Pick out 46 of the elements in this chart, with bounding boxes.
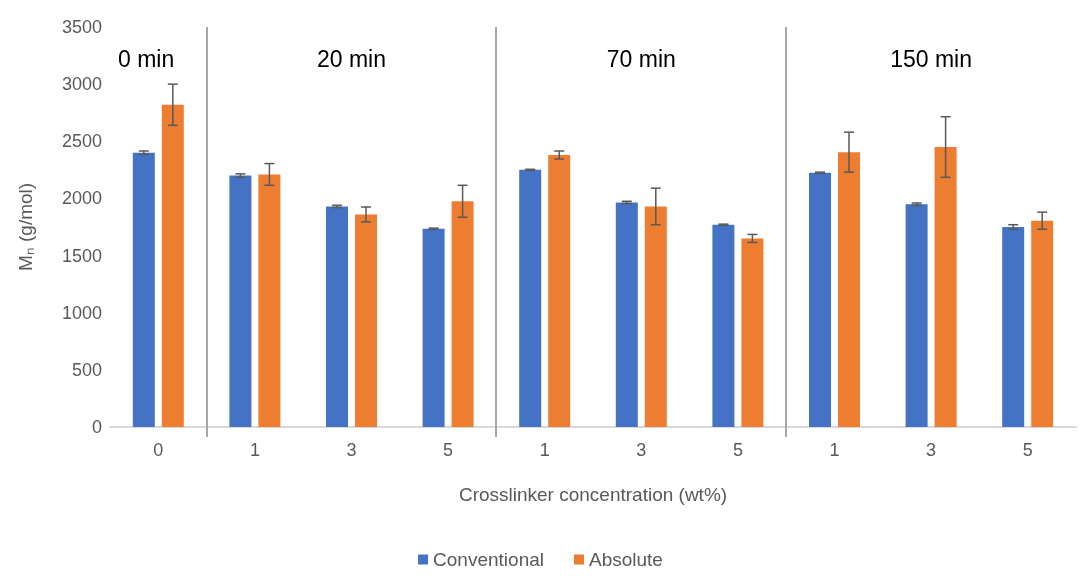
y-tick-label: 2500	[61, 131, 102, 152]
y-tick-label: 3000	[61, 74, 102, 95]
annotation: 150 min	[890, 45, 973, 72]
x-tick-label: 3	[636, 440, 647, 460]
bar	[934, 147, 957, 427]
bar	[326, 206, 348, 427]
x-tick-label: 1	[829, 440, 840, 460]
bar	[1002, 227, 1025, 427]
annotation: 20 min	[316, 45, 387, 72]
legend-label: Absolute	[588, 549, 663, 570]
bar	[838, 152, 860, 427]
y-tick-label: 500	[71, 359, 102, 380]
x-axis-title: Crosslinker concentration (wt%)	[458, 484, 728, 505]
bar	[712, 224, 735, 427]
legend-label: Conventional	[433, 549, 544, 570]
bar	[161, 104, 184, 427]
bar	[132, 152, 155, 427]
y-tick-label: 1500	[61, 245, 102, 266]
annotation: 70 min	[606, 45, 676, 72]
x-tick-label: 5	[732, 440, 743, 460]
bar	[229, 175, 252, 427]
bar	[355, 214, 377, 427]
bar	[1031, 220, 1054, 427]
x-tick-label: 5	[1022, 440, 1033, 460]
bar	[741, 238, 764, 427]
annotation: 0 min	[118, 45, 175, 72]
bar	[519, 169, 542, 427]
y-axis-title: Mₙ (g/mol)	[15, 182, 36, 272]
bar	[451, 201, 474, 427]
x-tick-label: 5	[443, 440, 454, 460]
bar	[548, 155, 571, 427]
x-tick-label: 0	[153, 440, 164, 460]
y-tick-label: 0	[91, 417, 102, 437]
x-tick-label: 3	[926, 440, 937, 460]
y-tick-label: 3500	[61, 17, 102, 37]
bar	[422, 228, 445, 427]
bar	[905, 204, 928, 427]
bar	[258, 174, 281, 427]
bar	[644, 206, 667, 427]
x-tick-label: 1	[249, 440, 260, 460]
y-tick-label: 2000	[61, 188, 102, 209]
x-tick-label: 3	[346, 440, 357, 460]
y-tick-label: 1000	[61, 302, 102, 323]
bar	[809, 172, 831, 427]
bar	[615, 202, 638, 427]
x-tick-label: 1	[539, 440, 550, 460]
